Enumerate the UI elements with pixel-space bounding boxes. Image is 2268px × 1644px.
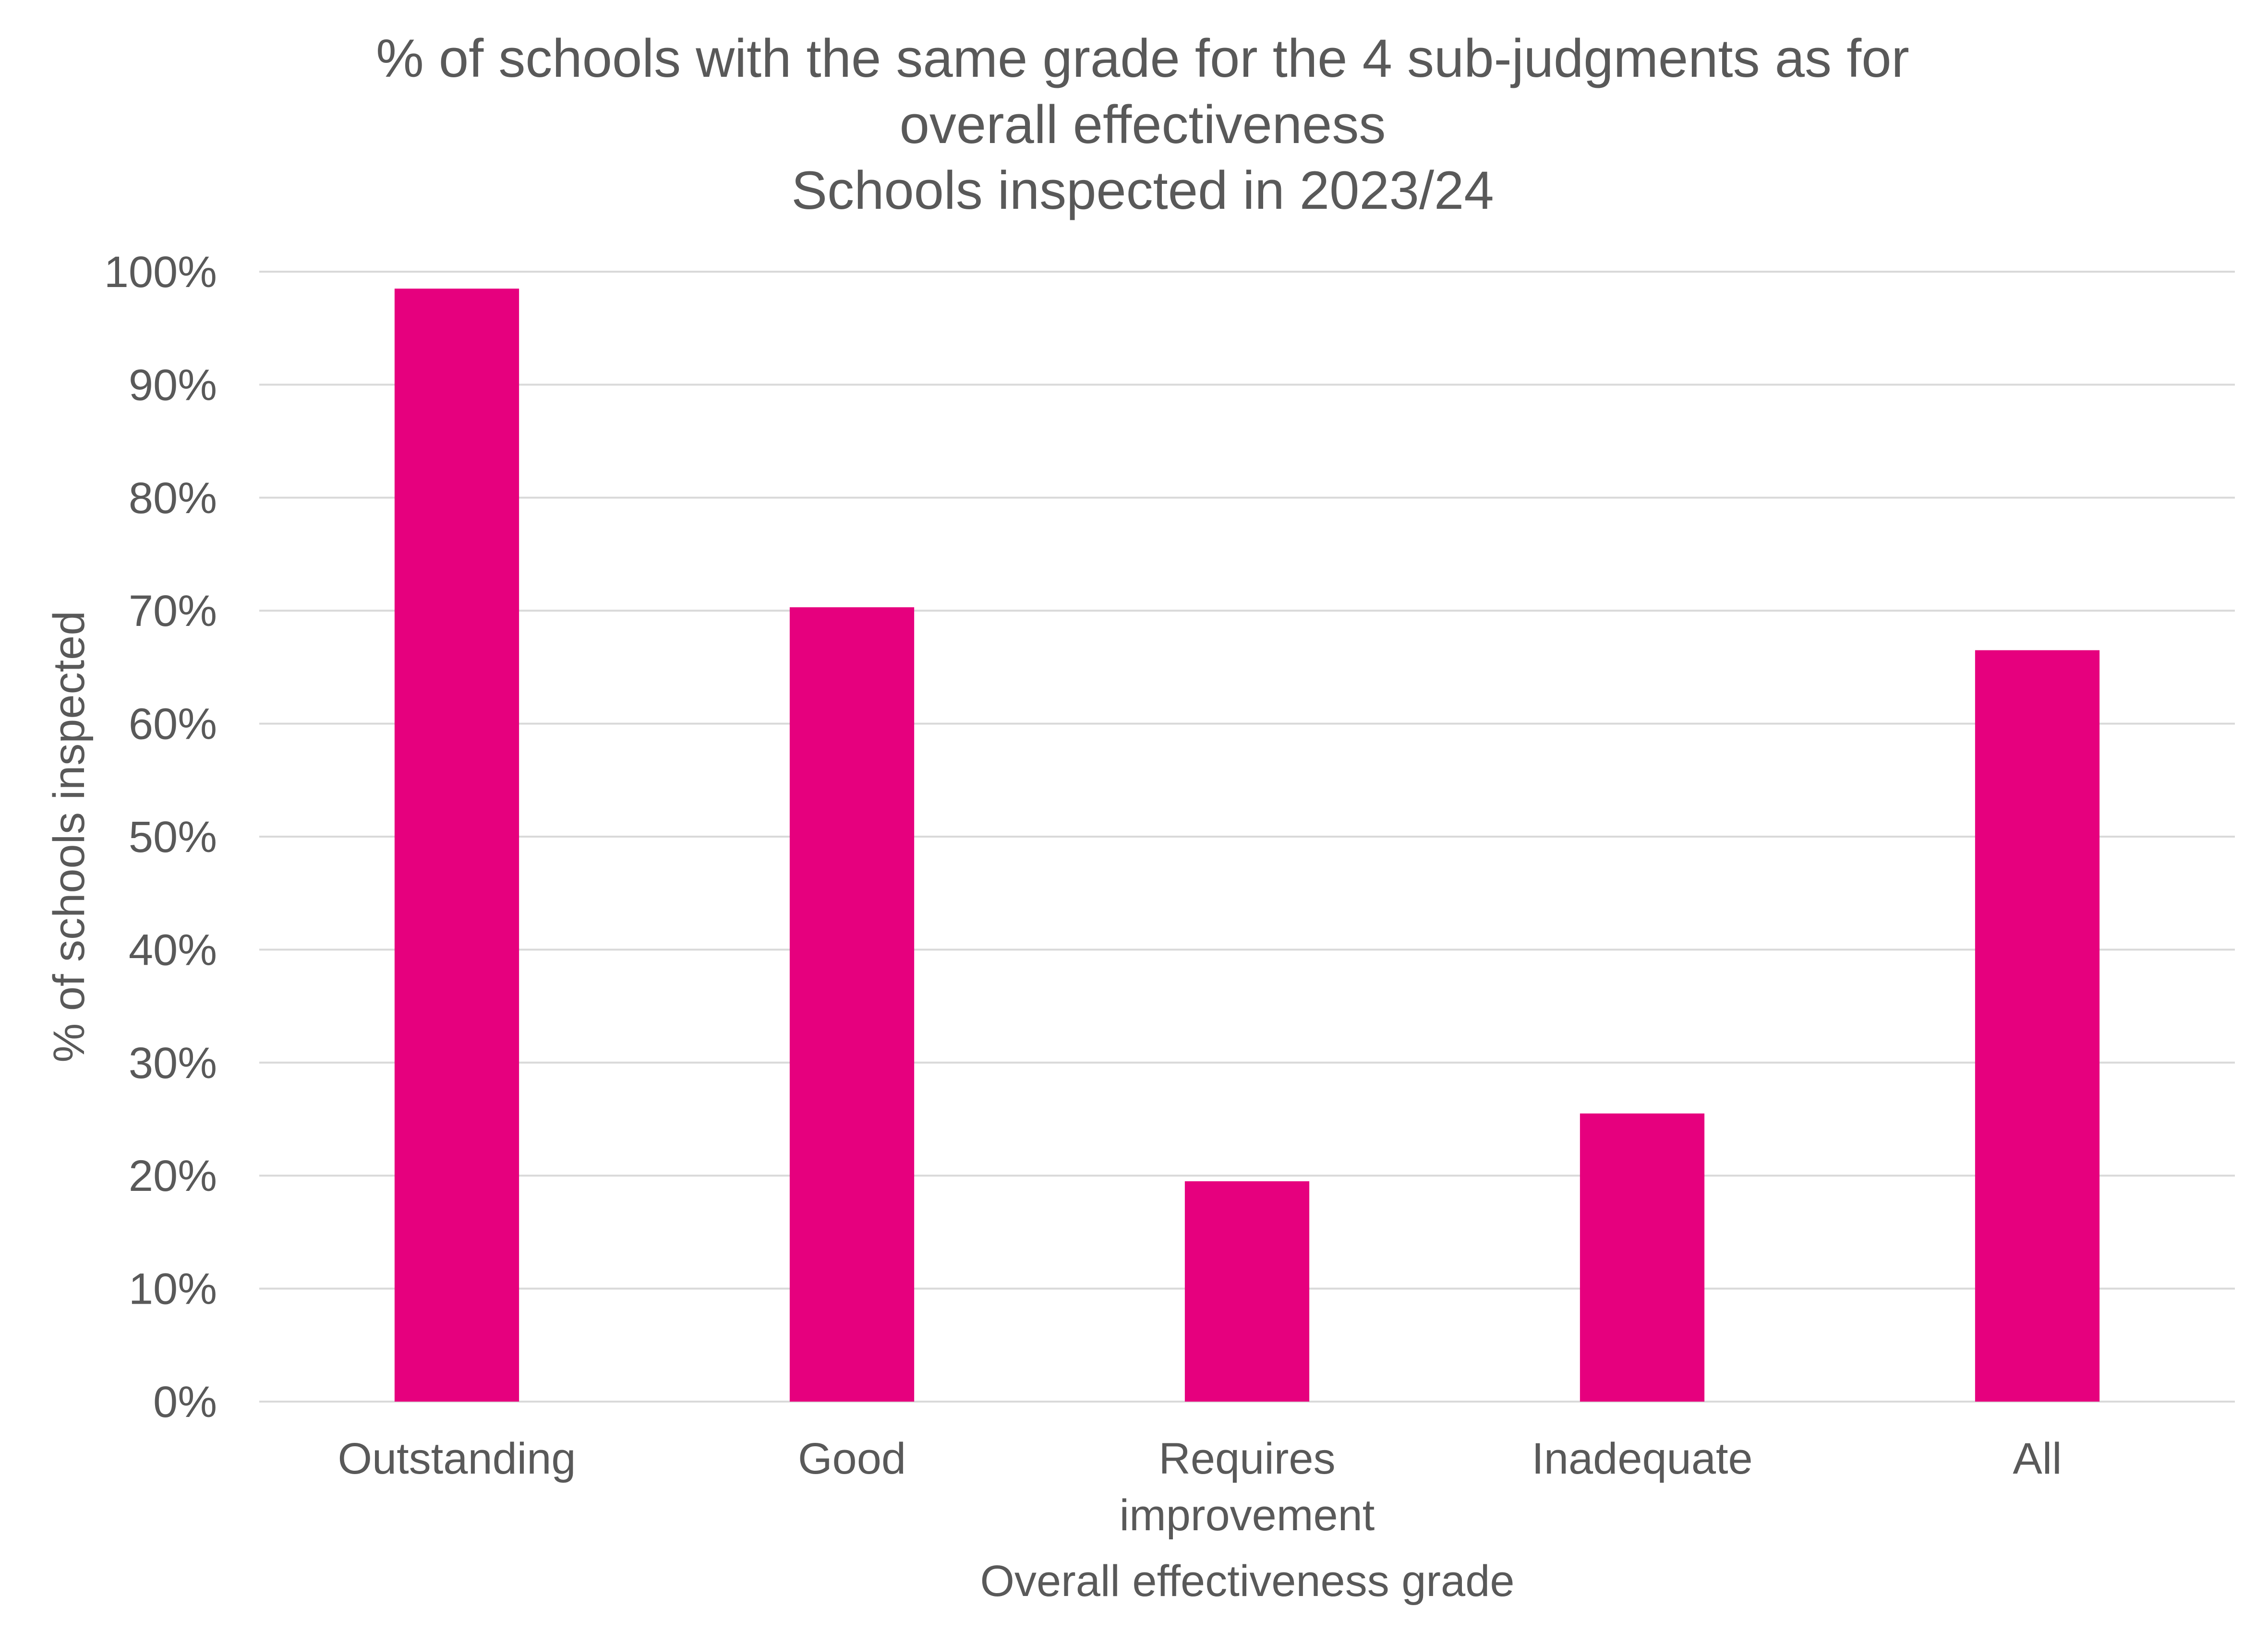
bar <box>1184 1181 1310 1402</box>
x-tick-label: Inadequate <box>1532 1434 1752 1483</box>
y-tick-label: 70% <box>129 587 217 636</box>
y-tick-label: 40% <box>129 925 217 974</box>
chart-title-line: % of schools with the same grade for the… <box>376 28 1909 88</box>
bar <box>394 288 519 1402</box>
y-tick-label: 90% <box>129 360 217 409</box>
bar <box>1580 1113 1705 1402</box>
x-axis-title: Overall effectiveness grade <box>980 1557 1514 1606</box>
bar <box>789 607 915 1402</box>
x-axis-ticks: Outstanding Good Requires improvement Inadeq… <box>338 1434 2062 1540</box>
y-tick-label: 10% <box>129 1265 217 1314</box>
y-tick-label: 80% <box>129 474 217 523</box>
x-tick-label: Good <box>798 1434 906 1483</box>
x-tick-label: Outstanding <box>338 1434 576 1483</box>
chart-title-line: overall effectiveness <box>900 95 1386 155</box>
y-tick-label: 100% <box>104 248 217 297</box>
y-axis-ticks: 0% 10% 20% 30% 40% 50% 60% 70% 80% 90% 100% <box>104 248 217 1427</box>
x-tick-label: improvement <box>1120 1491 1375 1540</box>
bar <box>1975 650 2100 1402</box>
y-tick-label: 20% <box>129 1152 217 1200</box>
bars <box>394 288 2100 1402</box>
gridlines <box>259 271 2235 1403</box>
y-tick-label: 50% <box>129 813 217 862</box>
y-tick-label: 60% <box>129 700 217 749</box>
x-tick-label: All <box>2013 1434 2062 1483</box>
chart-title-line: Schools inspected in 2023/24 <box>791 160 1494 220</box>
x-tick-label: Requires <box>1158 1434 1335 1483</box>
y-tick-label: 30% <box>129 1039 217 1088</box>
chart-title: % of schools with the same grade for the… <box>376 28 1909 220</box>
y-tick-label: 0% <box>153 1378 217 1427</box>
y-axis-title: % of schools inspected <box>45 611 94 1063</box>
